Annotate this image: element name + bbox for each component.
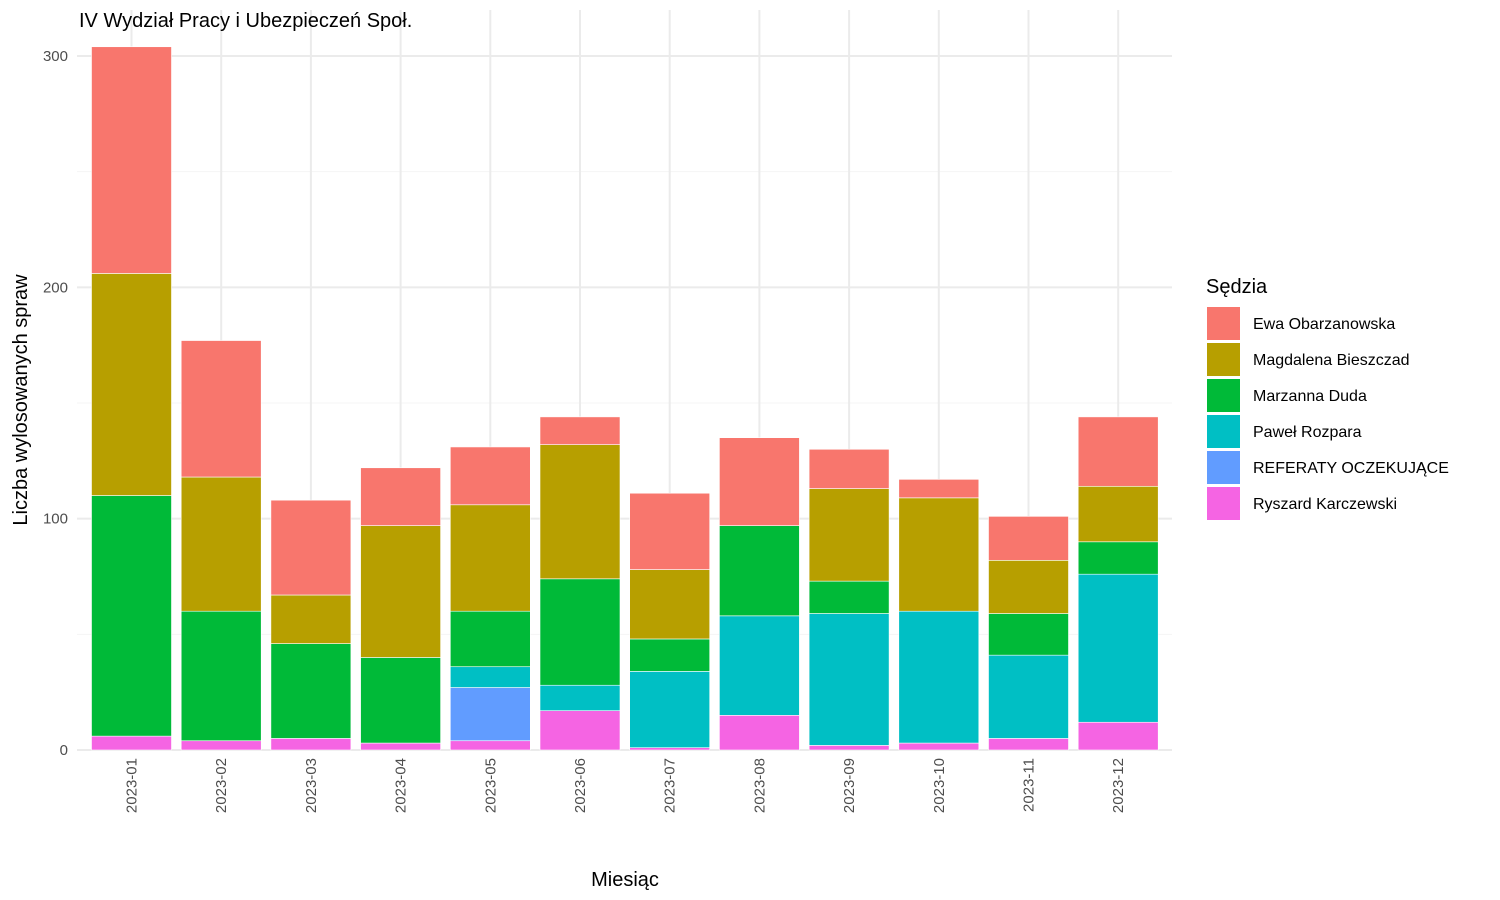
bar-segment [719,615,800,716]
x-tick-label: 2023-05 [482,758,499,813]
bar-segment [629,492,711,570]
bar-segment [449,446,531,506]
x-axis-title: Miesiąc [591,869,659,891]
bar-segment [91,273,172,496]
x-tick-label: 2023-07 [662,758,679,813]
bar-segment [91,735,172,751]
bar-segment [449,610,531,668]
bar-segment [180,340,262,478]
bar-segment [539,444,621,580]
y-tick-label: 0 [60,742,68,759]
x-tick-label: 2023-12 [1110,758,1127,813]
x-tick-label: 2023-04 [393,758,410,813]
bar-segment [719,437,800,526]
x-tick-label: 2023-06 [572,758,589,813]
bar-segment [539,578,621,686]
bar-segment [270,499,352,596]
bar-segment [360,657,441,744]
legend-swatch [1207,343,1240,376]
bar-segment [808,613,890,746]
bar-segment [629,671,711,748]
bar-segment [180,740,262,751]
bar-segment [449,740,531,751]
bar-segment [808,580,890,614]
bar-segment [539,416,621,445]
legend-swatch [1207,487,1240,520]
bar-segment [988,654,1069,739]
bar-segment [449,687,531,742]
x-axis-ticks: 2023-01 2023-02 2023-03 2023-04 2023-05 2023-… [124,758,1128,813]
bar-segment [719,525,800,617]
y-tick-label: 200 [43,279,68,296]
legend-label: REFERATY OCZEKUJĄCE [1253,460,1449,477]
bar-segment [1077,541,1159,575]
chart-title: IV Wydział Pracy i Ubezpieczeń Społ. [79,10,412,32]
legend-label: Paweł Rozpara [1253,424,1362,441]
bar-segment [1077,485,1159,543]
bar-segment [898,742,980,751]
y-tick-label: 100 [43,511,68,528]
x-tick-label: 2023-11 [1021,758,1038,812]
bar-segment [270,738,352,751]
bar-segment [91,495,172,737]
bar-segment [270,594,352,644]
x-tick-label: 2023-08 [751,758,768,813]
bar-segment [988,560,1069,614]
bar-segment [988,516,1069,561]
bar-segment [988,613,1069,656]
legend-label: Ewa Obarzanowska [1253,316,1395,333]
legend-label: Ryszard Karczewski [1253,496,1397,513]
bar-segment [1077,721,1159,751]
bar-segment [539,710,621,751]
bar-segment [1077,573,1159,723]
bar-segment [988,738,1069,751]
bar-segment [808,745,890,751]
legend-swatch [1207,451,1240,484]
x-tick-label: 2023-03 [303,758,320,813]
legend: Sędzia Ewa Obarzanowska Magdalena Bieszcz… [1206,276,1449,520]
bar-segment [180,610,262,742]
bar-segment [360,742,441,751]
bar-segment [629,569,711,640]
legend-swatch [1207,307,1240,340]
bar-segment [539,684,621,711]
legend-swatch [1207,415,1240,448]
bars [91,46,1159,751]
y-axis-title: Liczba wylosowanych spraw [10,274,32,526]
legend-title: Sędzia [1206,276,1268,298]
bar-segment [898,497,980,612]
bar-segment [449,504,531,612]
bar-segment [180,476,262,612]
bar-segment [629,747,711,751]
bar-segment [91,46,172,274]
legend-label: Magdalena Bieszczad [1253,352,1410,369]
bar-segment [270,643,352,739]
y-tick-label: 300 [43,48,68,65]
bar-segment [1077,416,1159,487]
legend-swatch [1207,379,1240,412]
bar-segment [629,638,711,672]
bar-segment [360,467,441,526]
x-tick-label: 2023-02 [213,758,230,813]
bar-segment [449,666,531,688]
x-tick-label: 2023-01 [124,758,141,813]
y-axis-ticks: 0 100 200 300 [43,48,68,759]
bar-segment [719,714,800,751]
x-tick-label: 2023-10 [931,758,948,813]
bar-segment [360,525,441,658]
bar-segment [898,479,980,499]
bar-segment [808,448,890,489]
bar-segment [898,610,980,744]
legend-label: Marzanna Duda [1253,388,1367,405]
bar-segment [808,488,890,582]
x-tick-label: 2023-09 [841,758,858,813]
